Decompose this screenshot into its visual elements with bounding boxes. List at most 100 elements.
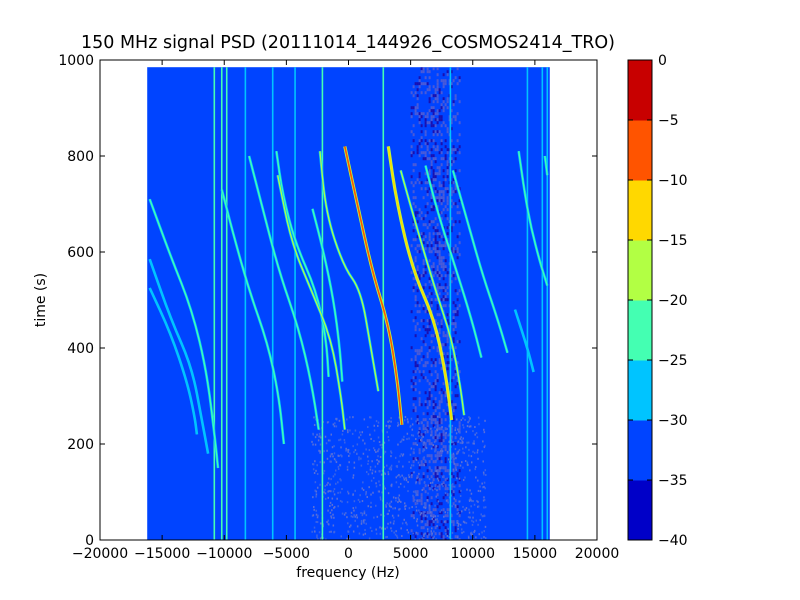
noise-cell (444, 124, 447, 128)
noise-cell (440, 262, 443, 266)
noise-cell (396, 474, 399, 477)
noise-cell (458, 469, 461, 473)
noise-cell (453, 462, 455, 465)
noise-cell (393, 531, 395, 534)
noise-cell (452, 181, 455, 185)
noise-cell (446, 450, 449, 453)
noise-cell (458, 490, 461, 494)
noise-cell (362, 439, 364, 442)
noise-cell (438, 406, 441, 410)
noise-cell (420, 151, 423, 155)
noise-cell (422, 268, 425, 272)
noise-cell (333, 530, 336, 533)
noise-cell (424, 154, 427, 158)
noise-cell (316, 516, 319, 519)
noise-cell (447, 434, 449, 437)
noise-cell (434, 175, 437, 179)
noise-cell (430, 220, 433, 224)
noise-cell (456, 472, 459, 476)
noise-cell (430, 292, 433, 296)
noise-cell (471, 519, 473, 522)
noise-cell (424, 460, 427, 464)
noise-cell (424, 76, 427, 80)
noise-cell (484, 506, 487, 509)
noise-cell (339, 464, 341, 467)
noise-cell (418, 370, 421, 374)
noise-cell (419, 511, 421, 514)
noise-cell (420, 112, 423, 116)
noise-cell (399, 441, 402, 444)
noise-cell (470, 505, 472, 508)
noise-cell (428, 223, 431, 227)
noise-cell (462, 479, 465, 482)
noise-cell (452, 322, 455, 326)
noise-cell (443, 520, 446, 523)
noise-cell (318, 531, 321, 534)
noise-cell (364, 528, 366, 531)
noise-cell (374, 470, 377, 473)
noise-cell (426, 325, 429, 329)
noise-cell (432, 400, 435, 404)
noise-cell (436, 289, 439, 293)
noise-cell (347, 522, 349, 525)
noise-cell (440, 190, 443, 194)
noise-cell (315, 495, 317, 498)
noise-cell (348, 454, 350, 457)
noise-cell (360, 522, 363, 525)
noise-cell (418, 435, 420, 438)
noise-cell (454, 367, 457, 371)
noise-cell (468, 448, 470, 451)
noise-cell (441, 425, 443, 428)
noise-cell (446, 534, 449, 537)
noise-cell (438, 439, 441, 443)
noise-cell (432, 145, 435, 149)
noise-cell (327, 439, 330, 442)
noise-cell (430, 196, 433, 200)
noise-cell (424, 133, 427, 137)
noise-cell (424, 91, 427, 95)
noise-cell (412, 169, 415, 173)
noise-cell (424, 115, 427, 119)
noise-cell (444, 469, 447, 473)
colorbar-segment (628, 300, 652, 361)
noise-cell (456, 521, 459, 524)
noise-cell (415, 438, 417, 441)
doppler-track (221, 189, 285, 445)
colorbar-segment (628, 420, 652, 481)
noise-cell (412, 106, 415, 110)
noise-cell (434, 433, 437, 437)
noise-cell (428, 328, 431, 332)
noise-cell (326, 421, 329, 424)
noise-cell (432, 157, 435, 161)
noise-cell (406, 438, 408, 441)
noise-cell (456, 112, 459, 116)
noise-cell (427, 492, 429, 495)
noise-cell (440, 421, 443, 425)
noise-cell (469, 516, 471, 519)
noise-cell (340, 535, 343, 538)
noise-cell (438, 484, 441, 488)
noise-cell (410, 145, 413, 149)
noise-cell (410, 464, 413, 467)
noise-cell (456, 477, 458, 480)
noise-cell (454, 529, 457, 533)
noise-cell (432, 205, 435, 209)
noise-cell (452, 520, 455, 524)
noise-cell (454, 184, 457, 188)
noise-cell (418, 310, 421, 314)
noise-cell (466, 425, 469, 428)
noise-cell (450, 70, 453, 74)
noise-cell (418, 139, 421, 143)
noise-cell (446, 169, 449, 173)
noise-cell (434, 142, 437, 146)
noise-cell (462, 505, 464, 508)
noise-cell (356, 443, 359, 446)
noise-cell (432, 139, 435, 143)
noise-cell (428, 139, 431, 143)
doppler-track (277, 175, 346, 430)
noise-cell (343, 513, 346, 516)
noise-cell (422, 151, 425, 155)
noise-cell (438, 451, 441, 455)
colorbar-segment (628, 480, 652, 541)
noise-cell (440, 148, 443, 152)
